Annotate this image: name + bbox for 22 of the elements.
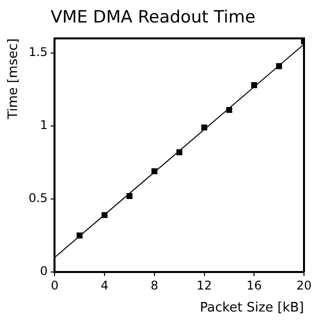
x-tick-label: 20 (296, 278, 312, 292)
point (251, 82, 258, 88)
x-tick-label: 0 (50, 278, 59, 292)
chart-title: VME DMA Readout Time (50, 8, 256, 28)
point (176, 149, 182, 156)
point (226, 106, 232, 113)
x-tick-label: 16 (246, 278, 262, 292)
y-tick-label: 0 (40, 264, 48, 278)
y-tick-label: 1.5 (28, 45, 48, 60)
point (102, 212, 108, 218)
y-tick-label: 1 (40, 118, 48, 132)
point (201, 124, 208, 130)
point (151, 168, 158, 174)
x-tick-label: 8 (150, 278, 158, 292)
x-tick-label: 12 (196, 278, 212, 292)
point (276, 63, 282, 70)
x-axis-title: Packet Size [kB] (200, 300, 304, 316)
point (76, 232, 83, 238)
point (126, 193, 132, 200)
y-tick-label: 0.5 (28, 191, 48, 206)
x-tick-label: 4 (100, 278, 108, 292)
y-axis-title: Time [msec] (6, 38, 22, 120)
